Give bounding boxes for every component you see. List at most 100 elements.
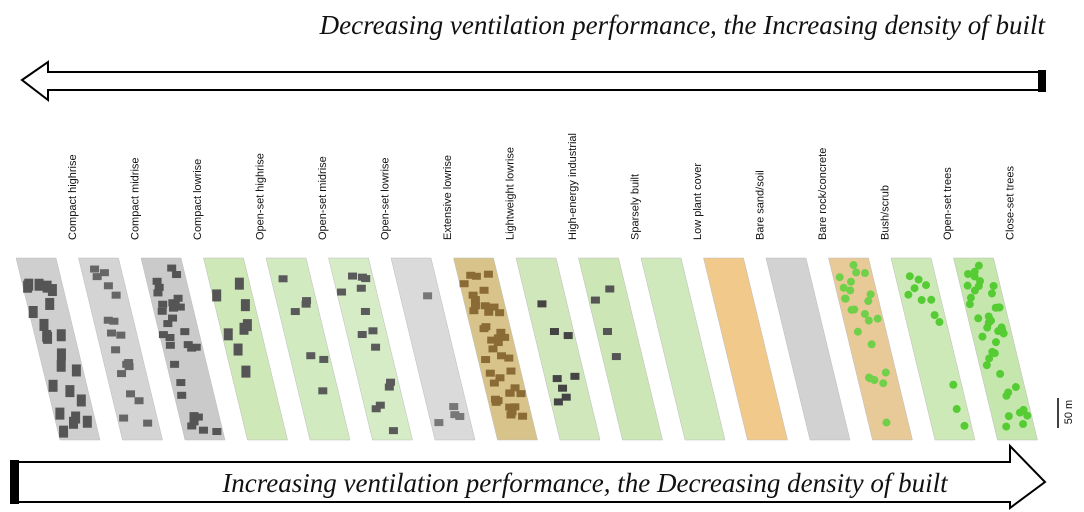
building (153, 289, 162, 296)
tree (882, 419, 890, 427)
arrow-bar (10, 460, 19, 504)
building (490, 380, 499, 387)
building (480, 287, 489, 294)
building (507, 411, 516, 418)
zone-label: Close-set trees (1005, 166, 1017, 240)
building (119, 415, 128, 422)
building (302, 301, 311, 308)
building (107, 330, 116, 337)
building (553, 375, 562, 382)
building (495, 309, 504, 316)
tree (988, 289, 996, 297)
building (234, 344, 243, 356)
building (172, 271, 181, 278)
left-arrow (22, 62, 1040, 100)
zone-label: Compact midrise (130, 157, 142, 240)
building (348, 273, 357, 280)
building (57, 348, 66, 360)
building (591, 297, 600, 304)
building (241, 299, 250, 311)
building (337, 289, 346, 296)
building (481, 323, 490, 330)
bottom-label: Increasing ventilation performance, the … (221, 468, 949, 498)
tree (949, 381, 957, 389)
building (466, 272, 475, 279)
building (389, 427, 398, 434)
building (570, 373, 579, 380)
building (471, 296, 480, 303)
building (558, 385, 567, 392)
tree (922, 281, 930, 289)
zone-label: Open-set midrise (317, 156, 329, 240)
tree (953, 405, 961, 413)
building (504, 355, 513, 362)
zone-label: Bush/scrub (880, 185, 892, 240)
building (484, 271, 493, 278)
tree (1004, 388, 1012, 396)
tree (840, 284, 848, 292)
building (605, 285, 614, 292)
building (434, 419, 443, 426)
zone-tiles: Compact highrise Compact midrise Compact l… (16, 133, 1038, 440)
building (199, 427, 208, 434)
building (176, 379, 185, 386)
scale-label: 50 m (1063, 400, 1075, 424)
building (111, 346, 120, 353)
zone-label: Lightweight lowrise (505, 147, 517, 240)
building (291, 308, 300, 315)
building (166, 342, 175, 349)
arrow-bar (1038, 70, 1046, 92)
building (612, 353, 621, 360)
tree (971, 286, 979, 294)
building (143, 420, 152, 427)
building (241, 366, 250, 378)
building (43, 281, 52, 293)
tree (864, 297, 872, 305)
building (77, 394, 86, 406)
tree (854, 328, 862, 336)
building (39, 319, 48, 331)
zone-label: Open-set lowrise (380, 157, 392, 240)
building (112, 292, 121, 299)
building (104, 282, 113, 289)
building (554, 398, 563, 405)
building (23, 281, 32, 293)
building (159, 331, 168, 338)
building (69, 417, 78, 429)
building (117, 370, 126, 377)
building (386, 379, 395, 386)
building (279, 275, 288, 282)
tree (874, 315, 882, 323)
tree (847, 278, 855, 286)
building (174, 295, 183, 302)
building (180, 328, 189, 335)
zone-label: Open-set trees (942, 167, 954, 240)
tree (1005, 412, 1013, 420)
building (187, 422, 196, 429)
building (518, 413, 527, 420)
building (163, 320, 172, 327)
zone-label: Compact highrise (67, 154, 79, 240)
tree (994, 327, 1002, 335)
tree (879, 379, 887, 387)
tree (865, 374, 873, 382)
building (471, 302, 480, 309)
zone-label: Open-set highrise (255, 153, 267, 240)
building (235, 278, 244, 290)
tree (983, 361, 991, 369)
building (153, 278, 162, 285)
building (358, 274, 367, 281)
tree (1019, 420, 1027, 428)
building (72, 364, 81, 376)
zone-label: High-energy industrial (567, 133, 579, 240)
tree (971, 272, 979, 280)
building (194, 414, 203, 421)
zone-label: Compact lowrise (192, 159, 204, 240)
building (65, 385, 74, 397)
building (481, 302, 490, 309)
tree (988, 348, 996, 356)
tree (852, 268, 860, 276)
building (35, 279, 44, 291)
building (506, 368, 515, 375)
building (358, 331, 367, 338)
